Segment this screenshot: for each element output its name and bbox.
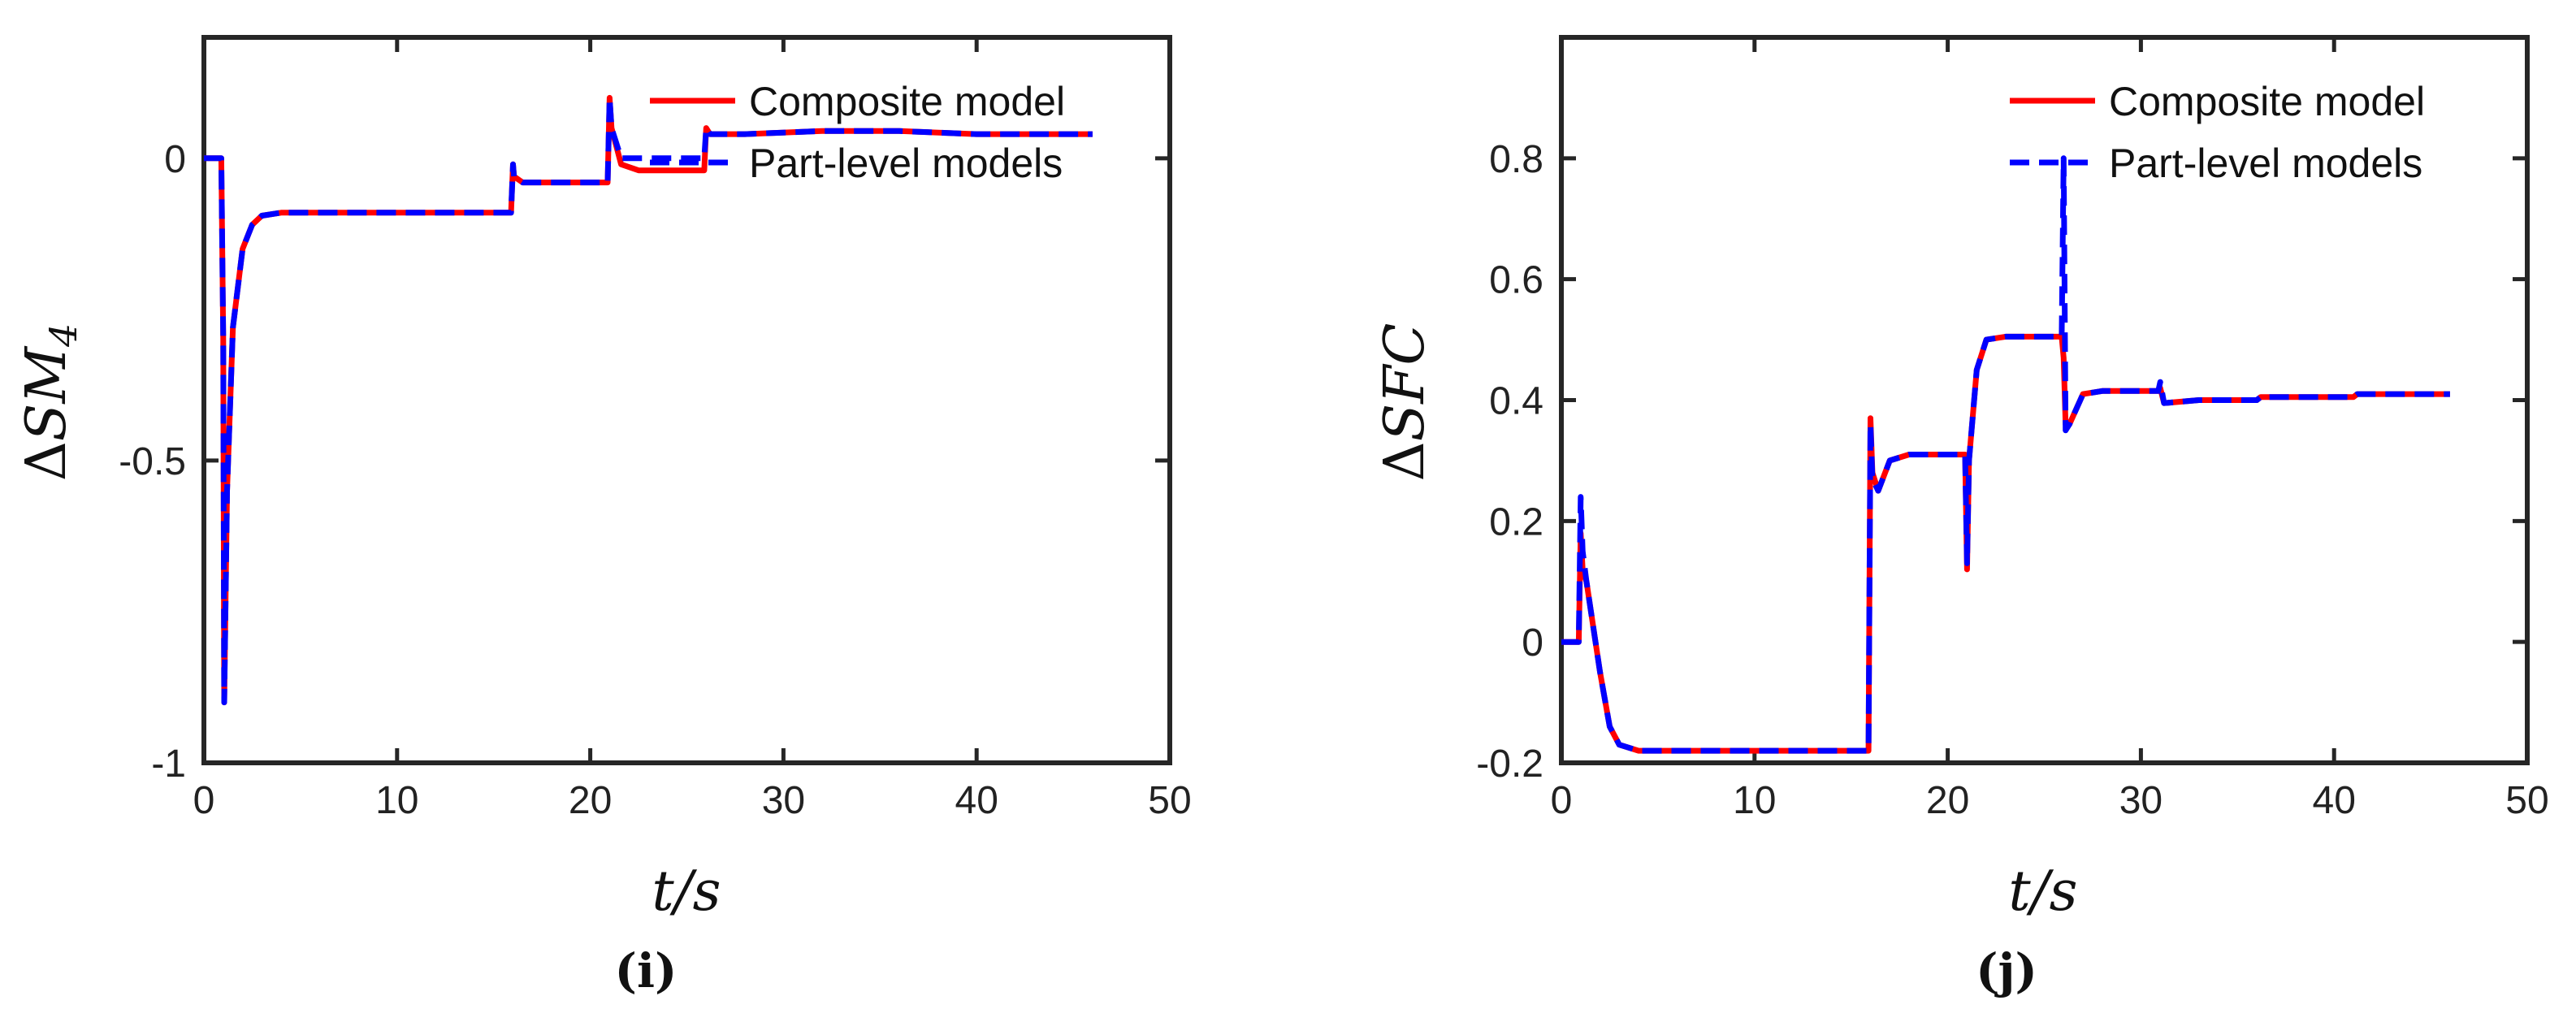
y-tick-label: 0.2 [1489,500,1543,543]
series-group [204,94,1093,706]
series-line-part-level-models [204,94,1093,706]
legend-label-composite: Composite model [749,79,1065,124]
y-tick-label: -0.5 [119,440,186,483]
axis-ticks: 0 10 20 30 40 50 0 -0.5 -1 [119,37,1192,822]
plot-area-frame [1559,35,2530,765]
series-group [1561,155,2450,754]
legend-label-composite: Composite model [2109,79,2425,124]
x-axis-label: t/s [2008,860,2077,924]
x-tick-label: 20 [1926,779,1969,822]
y-tick-label: -1 [151,743,186,786]
x-tick-label: 50 [1148,779,1191,822]
legend-label-part-level: Part-level models [2109,141,2422,186]
y-tick-label: 0 [1522,621,1543,665]
y-tick-label: -0.2 [1476,743,1543,786]
y-tick-label: 0.4 [1489,380,1543,423]
x-axis-label: t/s [652,860,721,924]
chart-panel-j: 0 10 20 30 40 50-0.200.20.40.60.8 Composite m… [1373,35,2549,998]
axis-ticks: 0 10 20 30 40 50-0.200.20.40.60.8 [1476,37,2549,822]
x-tick-label: 40 [2313,779,2356,822]
x-tick-label: 0 [193,779,215,822]
y-axis-label: ΔSFC [1373,323,1437,482]
x-tick-label: 0 [1551,779,1573,822]
legend: Composite model Part-level models [650,79,1065,186]
y-tick-label: 0 [164,138,186,181]
chart-panel-i: 0 10 20 30 40 50 0 -0.5 -1 Composite model Part-… [15,35,1192,998]
x-tick-label: 20 [569,779,612,822]
x-tick-label: 30 [2119,779,2163,822]
y-axis-label: ΔSM4 [15,323,85,482]
x-tick-label: 40 [955,779,998,822]
panel-label: (i) [615,943,678,998]
legend-label-part-level: Part-level models [749,141,1063,186]
x-tick-label: 30 [762,779,805,822]
y-tick-label: 0.6 [1489,259,1543,302]
y-tick-label: 0.8 [1489,138,1543,181]
x-tick-label: 10 [375,779,418,822]
legend: Composite model Part-level models [2010,79,2425,186]
x-tick-label: 10 [1733,779,1776,822]
x-tick-label: 50 [2505,779,2548,822]
series-line-part-level-models [1561,155,2450,754]
panel-label: (j) [1976,943,2037,998]
